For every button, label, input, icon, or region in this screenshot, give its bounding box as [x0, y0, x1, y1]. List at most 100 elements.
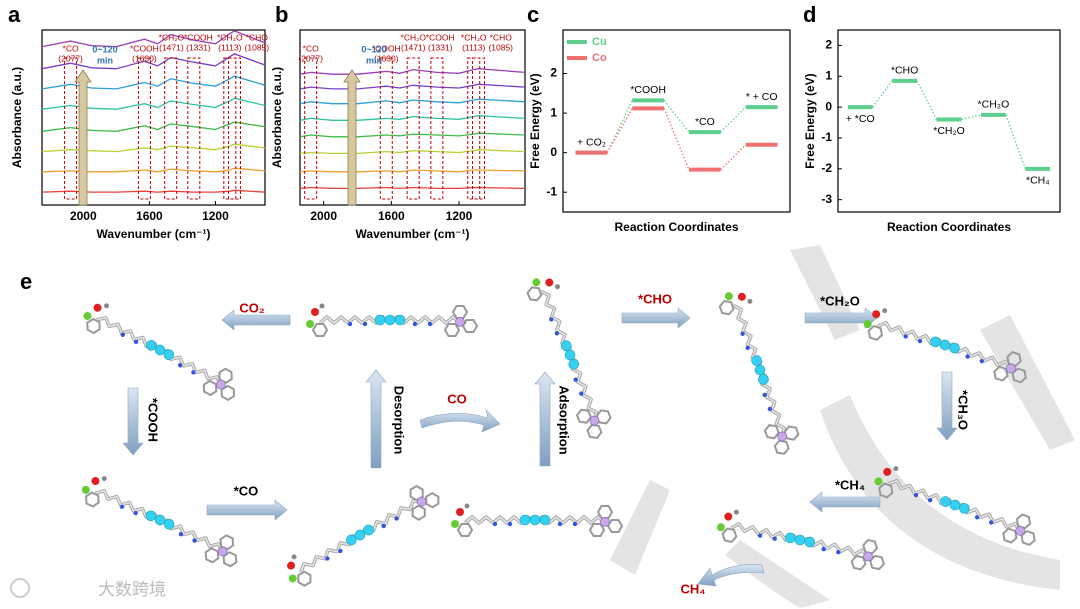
adsorbate-atom [872, 310, 881, 319]
step-arrow [534, 371, 556, 467]
ring [461, 318, 479, 334]
plot-frame [837, 29, 1061, 213]
y-tick-label: 1 [825, 68, 832, 82]
molecule [526, 278, 612, 439]
metal-atom [777, 431, 787, 442]
annotation-label: (1331) [428, 42, 453, 52]
atom [394, 314, 406, 326]
atom [554, 331, 560, 336]
anchor-atom [451, 520, 459, 528]
adsorbate-atom [724, 512, 733, 521]
step-arrow [221, 309, 291, 331]
panel-label: b [275, 2, 288, 27]
ring [763, 424, 780, 440]
ring [219, 534, 235, 551]
panel-label: d [803, 2, 816, 27]
molecule [83, 303, 236, 402]
step-arrow [809, 491, 881, 513]
anchor-atom [306, 320, 314, 328]
adsorbate-atom [893, 466, 899, 472]
metal-atom [1015, 526, 1025, 536]
atom [492, 521, 498, 527]
level-label: *CO [695, 116, 715, 128]
watermark-stroke [820, 395, 1060, 590]
atom [507, 521, 513, 527]
ring [783, 425, 800, 441]
atom [949, 342, 960, 354]
annotation-species: *COOH [184, 32, 213, 42]
metal-atom [217, 546, 228, 557]
step-label: *CHO [638, 291, 672, 306]
molecule [451, 503, 624, 538]
atom [767, 406, 773, 412]
y-tick-label: -1 [821, 130, 832, 144]
ring [862, 538, 879, 555]
level-label: *COOH [630, 84, 666, 96]
annotation-box [227, 57, 241, 200]
atom [539, 514, 551, 526]
ring [411, 504, 426, 521]
adsorbate-atom [456, 508, 464, 516]
annotation-box [467, 57, 481, 200]
y-tick-label: 0 [825, 99, 832, 113]
spectrum [299, 115, 526, 121]
adsorbate-atom [737, 292, 746, 301]
ring [443, 322, 461, 338]
plot-frame [299, 29, 526, 206]
time-range: 0~120 [361, 44, 386, 54]
legend-label: Co [592, 52, 607, 64]
annotation-label: (2077) [298, 53, 323, 63]
watermark-stroke [725, 540, 830, 608]
anchor-atom [863, 320, 872, 329]
ring [220, 384, 236, 402]
atom [384, 314, 396, 326]
annotation-label: (1113) [218, 42, 241, 52]
ring [1011, 367, 1027, 384]
x-tick-label: 1600 [378, 209, 405, 223]
atom [362, 321, 368, 327]
molecule [306, 303, 479, 338]
spectrum [299, 169, 526, 173]
annotation-species: *CH₂O [401, 32, 427, 42]
plot-frame [562, 29, 791, 213]
adsorbate-atom [545, 278, 554, 287]
atom [989, 520, 994, 525]
annotation-species: *CO [63, 43, 79, 53]
atom [927, 498, 933, 503]
annotation-species: *COOH [426, 32, 455, 42]
anchor-atom [532, 278, 541, 287]
adsorbate-atom [883, 467, 892, 476]
connector [606, 100, 633, 153]
atom [519, 514, 531, 526]
adsorbate-atom [311, 308, 319, 316]
x-tick-label: 1200 [202, 209, 229, 223]
atom [836, 550, 841, 555]
atom [549, 317, 554, 322]
atom [745, 345, 750, 351]
step-arrow [621, 307, 691, 329]
atom [192, 538, 197, 543]
level-label: *CHO [891, 65, 918, 77]
annotation-species: *CHO [490, 32, 513, 42]
atom [178, 531, 184, 537]
atom [381, 523, 386, 529]
anchor-atom [288, 574, 297, 583]
ring [1006, 351, 1022, 367]
y-tick-label: 2 [550, 66, 557, 80]
atom [757, 533, 763, 538]
annotation-label: (1630) [374, 53, 399, 63]
anchor-atom [874, 477, 883, 486]
level-label: + CO₂ [577, 136, 606, 148]
atom [804, 536, 816, 548]
spectrum [41, 75, 266, 90]
y-tick-label: 0 [550, 145, 557, 159]
atom [979, 358, 985, 364]
step-label: *CH₃O [956, 390, 971, 430]
step-arrow [697, 564, 765, 587]
metal-atom [416, 496, 427, 507]
connector [606, 108, 633, 153]
ring [222, 551, 238, 568]
annotation-box [406, 57, 420, 200]
atom [133, 339, 139, 344]
